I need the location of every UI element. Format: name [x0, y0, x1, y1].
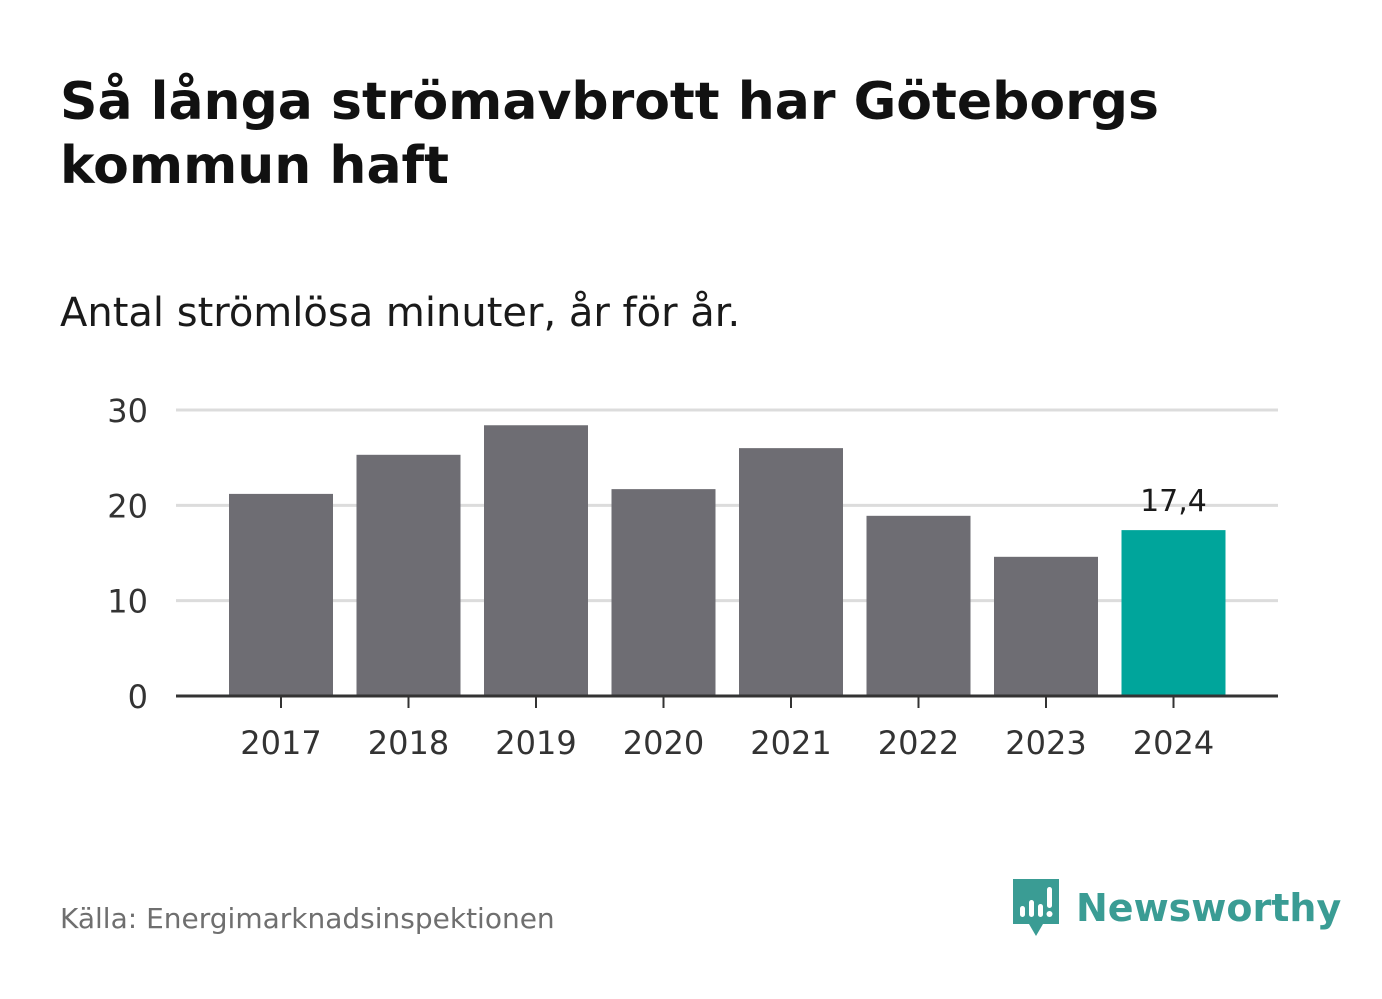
gridlines	[176, 408, 1278, 603]
y-tick-label: 20	[107, 487, 148, 525]
bar-2018	[356, 454, 461, 696]
newsworthy-logo-icon	[1013, 879, 1059, 936]
bar-chart: 0 10 20 30 2017 2018 2019 2020 2021 2022 2023 2024…	[107, 392, 1278, 762]
bar-2021	[739, 448, 843, 696]
x-tick-label: 2022	[878, 724, 959, 762]
chart-title: Så långa strömavbrott har Göteborgs komm…	[60, 72, 1159, 196]
x-tick-label: 2017	[240, 724, 321, 762]
y-axis-ticks: 0 10 20 30	[107, 392, 148, 716]
x-tick-label: 2024	[1133, 724, 1214, 762]
y-tick-label: 30	[107, 392, 148, 430]
x-tick-label: 2020	[623, 724, 704, 762]
bar-2017	[229, 493, 333, 696]
data-label: 17,4	[1140, 484, 1207, 519]
x-tick-label: 2018	[368, 724, 449, 762]
bar-2020	[611, 489, 716, 696]
bars	[229, 425, 1226, 696]
data-labels: 17,4	[1140, 484, 1207, 519]
x-tick-label: 2021	[750, 724, 831, 762]
bar-2019	[484, 425, 588, 696]
bar-2022	[866, 515, 971, 696]
bar-2023	[994, 556, 1098, 696]
y-tick-label: 0	[128, 678, 148, 716]
brand-name: Newsworthy	[1076, 886, 1342, 930]
source-note: Källa: Energimarknadsinspektionen	[60, 902, 555, 935]
x-axis-ticks: 2017 2018 2019 2020 2021 2022 2023 2024	[240, 696, 1214, 762]
brand: Newsworthy	[1010, 876, 1341, 940]
y-tick-label: 10	[107, 583, 148, 621]
x-tick-label: 2019	[495, 724, 576, 762]
bar-2024	[1121, 530, 1226, 696]
x-tick-label: 2023	[1005, 724, 1086, 762]
chart-subtitle: Antal strömlösa minuter, år för år.	[60, 290, 741, 336]
